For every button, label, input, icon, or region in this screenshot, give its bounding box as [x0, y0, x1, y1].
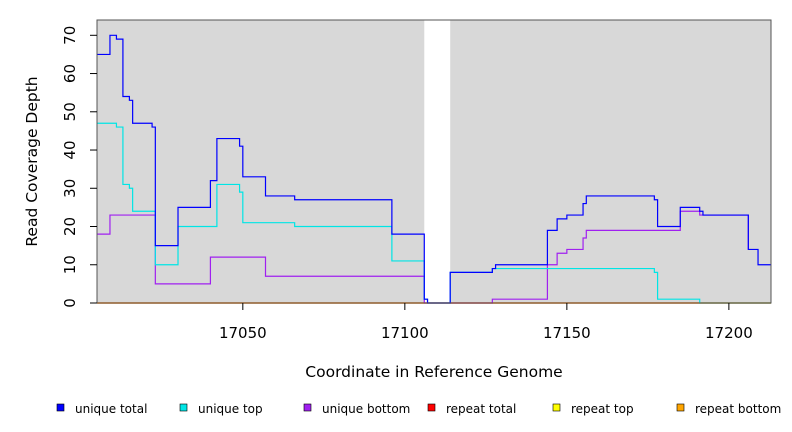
legend-label: repeat top [571, 402, 634, 416]
legend: unique total unique top unique bottom repea… [56, 402, 781, 416]
y-tick-label: 30 [61, 179, 79, 198]
legend-label: repeat total [446, 402, 516, 416]
plot-border [96, 19, 772, 304]
legend-label: repeat bottom [695, 402, 781, 416]
y-tick-label: 50 [61, 102, 79, 121]
x-axis: 17050 17100 17150 17200 [219, 303, 753, 342]
coverage-gap [424, 20, 451, 303]
y-tick-label: 10 [61, 255, 79, 274]
legend-swatch [676, 403, 685, 412]
x-axis-title: Coordinate in Reference Genome [305, 363, 562, 381]
y-tick-label: 20 [61, 217, 79, 236]
x-tick-label: 17200 [705, 324, 753, 342]
legend-label: unique bottom [322, 402, 410, 416]
y-tick-label: 60 [61, 64, 79, 83]
legend-swatch [303, 403, 312, 412]
legend-swatch [179, 403, 188, 412]
legend-swatch [427, 403, 436, 412]
y-axis-title: Read Coverage Depth [23, 76, 41, 246]
y-tick-label: 70 [61, 26, 79, 45]
legend-swatch [552, 403, 561, 412]
x-tick-label: 17050 [219, 324, 267, 342]
plot-area [96, 19, 772, 304]
series-line-unique-total [97, 34, 771, 304]
y-axis: 0 10 20 30 40 50 60 70 [61, 26, 97, 308]
legend-label: unique total [75, 402, 147, 416]
y-tick-label: 40 [61, 140, 79, 159]
legend-label: unique top [198, 402, 263, 416]
legend-swatch [56, 403, 65, 412]
x-tick-label: 17100 [381, 324, 429, 342]
x-tick-label: 17150 [543, 324, 591, 342]
series-line-unique-top [97, 122, 771, 304]
y-tick-label: 0 [61, 298, 79, 308]
